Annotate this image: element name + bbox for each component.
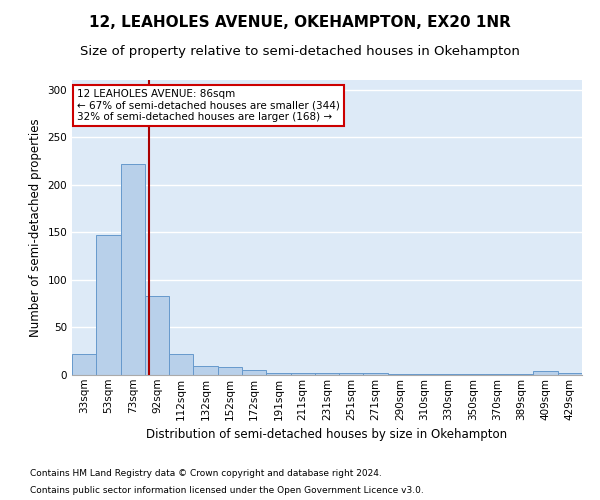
- Bar: [72, 354, 96, 375]
- Bar: [558, 373, 582, 375]
- Bar: [121, 164, 145, 375]
- Bar: [364, 373, 388, 375]
- Bar: [145, 296, 169, 375]
- Bar: [339, 373, 364, 375]
- Bar: [509, 374, 533, 375]
- Bar: [266, 373, 290, 375]
- Bar: [485, 374, 509, 375]
- Bar: [242, 370, 266, 375]
- Bar: [290, 373, 315, 375]
- Text: Contains public sector information licensed under the Open Government Licence v3: Contains public sector information licen…: [30, 486, 424, 495]
- Bar: [461, 374, 485, 375]
- Bar: [218, 368, 242, 375]
- Bar: [315, 373, 339, 375]
- Bar: [96, 235, 121, 375]
- Bar: [193, 366, 218, 375]
- Bar: [388, 374, 412, 375]
- Bar: [533, 371, 558, 375]
- Bar: [412, 374, 436, 375]
- Text: Size of property relative to semi-detached houses in Okehampton: Size of property relative to semi-detach…: [80, 45, 520, 58]
- Bar: [436, 374, 461, 375]
- Y-axis label: Number of semi-detached properties: Number of semi-detached properties: [29, 118, 42, 337]
- Text: Contains HM Land Registry data © Crown copyright and database right 2024.: Contains HM Land Registry data © Crown c…: [30, 468, 382, 477]
- X-axis label: Distribution of semi-detached houses by size in Okehampton: Distribution of semi-detached houses by …: [146, 428, 508, 441]
- Text: 12 LEAHOLES AVENUE: 86sqm
← 67% of semi-detached houses are smaller (344)
32% of: 12 LEAHOLES AVENUE: 86sqm ← 67% of semi-…: [77, 89, 340, 122]
- Bar: [169, 354, 193, 375]
- Text: 12, LEAHOLES AVENUE, OKEHAMPTON, EX20 1NR: 12, LEAHOLES AVENUE, OKEHAMPTON, EX20 1N…: [89, 15, 511, 30]
